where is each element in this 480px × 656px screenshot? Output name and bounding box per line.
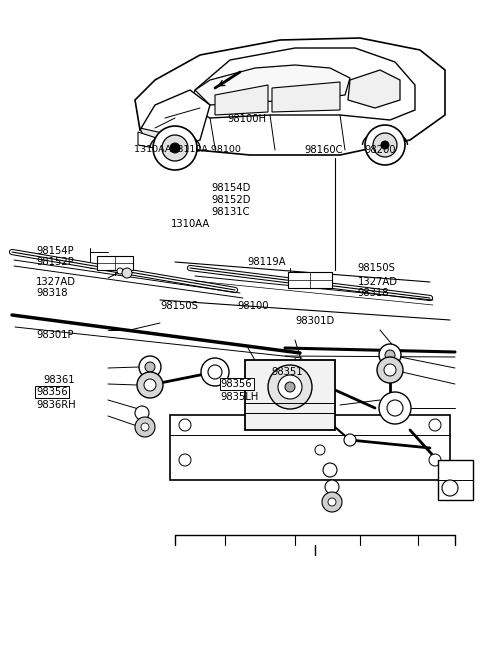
Circle shape xyxy=(135,406,149,420)
Circle shape xyxy=(122,268,132,278)
Polygon shape xyxy=(140,128,175,148)
Circle shape xyxy=(323,463,337,477)
Circle shape xyxy=(377,357,403,383)
Polygon shape xyxy=(138,132,178,152)
Circle shape xyxy=(141,423,149,431)
Polygon shape xyxy=(140,90,210,148)
Circle shape xyxy=(381,141,389,149)
Circle shape xyxy=(384,364,396,376)
Circle shape xyxy=(328,498,336,506)
Circle shape xyxy=(322,492,342,512)
Circle shape xyxy=(325,480,339,494)
Text: 98351: 98351 xyxy=(271,367,303,377)
Text: 1327AD: 1327AD xyxy=(358,277,397,287)
Text: 98160C: 98160C xyxy=(305,144,343,155)
Bar xyxy=(288,272,332,288)
Text: 98154P: 98154P xyxy=(36,246,73,256)
Text: 1310AA: 1310AA xyxy=(170,219,210,230)
Circle shape xyxy=(162,135,188,161)
Text: 98131C: 98131C xyxy=(211,207,250,217)
Circle shape xyxy=(144,379,156,391)
Circle shape xyxy=(379,344,401,366)
Text: 9835LH: 9835LH xyxy=(221,392,259,402)
Text: 98100: 98100 xyxy=(238,301,269,312)
Circle shape xyxy=(145,362,155,372)
Polygon shape xyxy=(190,48,415,120)
Text: 98356: 98356 xyxy=(221,379,252,389)
Polygon shape xyxy=(215,85,268,115)
Circle shape xyxy=(201,358,229,386)
Bar xyxy=(170,415,450,480)
Text: 98119A: 98119A xyxy=(247,257,286,268)
Circle shape xyxy=(139,356,161,378)
Text: 98318: 98318 xyxy=(358,288,389,298)
Circle shape xyxy=(268,365,312,409)
Circle shape xyxy=(379,392,411,424)
Text: 98152D: 98152D xyxy=(211,195,251,205)
Text: 98200: 98200 xyxy=(365,144,396,155)
Circle shape xyxy=(285,382,295,392)
Text: 1327AD: 1327AD xyxy=(36,277,76,287)
Circle shape xyxy=(117,268,123,274)
Bar xyxy=(438,460,473,500)
Circle shape xyxy=(429,454,441,466)
Text: 98361: 98361 xyxy=(43,375,75,386)
Text: 98150S: 98150S xyxy=(358,262,396,273)
Polygon shape xyxy=(348,70,400,108)
Circle shape xyxy=(385,350,395,360)
Text: 98150S: 98150S xyxy=(161,301,199,312)
Circle shape xyxy=(365,125,405,165)
Circle shape xyxy=(208,365,222,379)
Polygon shape xyxy=(135,38,445,155)
Text: 98100H: 98100H xyxy=(228,114,267,125)
Text: 98154D: 98154D xyxy=(211,183,251,194)
Bar xyxy=(245,360,335,430)
Circle shape xyxy=(344,434,356,446)
Text: 98301P: 98301P xyxy=(36,329,73,340)
Bar xyxy=(97,256,133,270)
Circle shape xyxy=(315,445,325,455)
Text: 9836RH: 9836RH xyxy=(36,400,76,411)
Circle shape xyxy=(429,419,441,431)
Circle shape xyxy=(179,454,191,466)
Circle shape xyxy=(179,419,191,431)
Circle shape xyxy=(387,400,403,416)
Circle shape xyxy=(278,375,302,399)
Circle shape xyxy=(442,480,458,496)
Text: 98356: 98356 xyxy=(36,387,68,398)
Circle shape xyxy=(135,417,155,437)
Circle shape xyxy=(153,126,197,170)
Text: 98301D: 98301D xyxy=(295,316,335,327)
Polygon shape xyxy=(272,82,340,112)
Text: 98152P: 98152P xyxy=(36,257,74,268)
Circle shape xyxy=(373,133,397,157)
Circle shape xyxy=(170,143,180,153)
Text: 1310AA98119A 98100: 1310AA98119A 98100 xyxy=(134,145,241,154)
Text: 98318: 98318 xyxy=(36,288,68,298)
Polygon shape xyxy=(195,65,350,105)
Circle shape xyxy=(137,372,163,398)
